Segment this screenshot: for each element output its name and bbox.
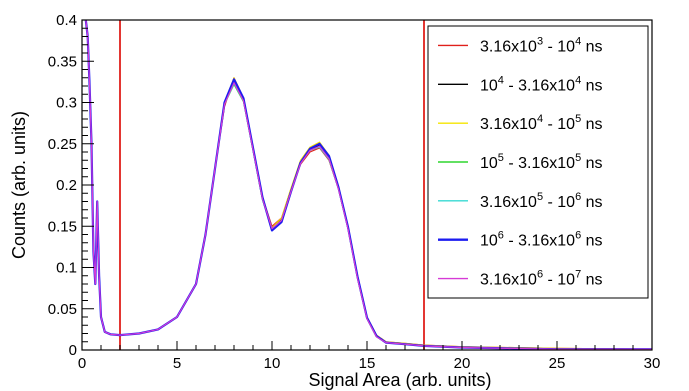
- legend-label-3: 3.16x104 - 105 ns: [480, 113, 603, 133]
- y-tick-label: 0.35: [48, 53, 77, 70]
- plot-area: [84, 20, 652, 350]
- legend-label-7: 3.16x106 - 107 ns: [480, 269, 603, 289]
- x-tick-label: 5: [173, 355, 181, 372]
- x-tick-label: 15: [359, 355, 376, 372]
- legend: 3.16x103 - 104 ns 104 - 3.16x104 ns 3.16x1…: [427, 25, 649, 299]
- legend-label-1: 3.16x103 - 104 ns: [480, 35, 603, 55]
- x-tick-label: 30: [644, 355, 661, 372]
- legend-label-4: 105 - 3.16x105 ns: [480, 152, 603, 172]
- x-axis-label: Signal Area (arb. units): [308, 370, 491, 390]
- y-tick-label: 0.25: [48, 136, 77, 153]
- legend-label-5: 3.16x105 - 106 ns: [480, 191, 603, 211]
- x-tick-label: 25: [549, 355, 566, 372]
- series-line-7: [85, 20, 652, 350]
- x-tick-label: 0: [78, 355, 86, 372]
- y-tick-label: 0.2: [56, 177, 77, 194]
- y-tick-label: 0: [69, 342, 77, 359]
- y-tick-label: 0.15: [48, 218, 77, 235]
- x-tick-label: 10: [264, 355, 281, 372]
- y-tick-label: 0.4: [56, 12, 77, 29]
- legend-label-2: 104 - 3.16x104 ns: [480, 74, 603, 94]
- axes: 0 5 10 15 20 25 30 0 0.05 0.1 0.15 0.2 0.25 0.3 0.35 0.…: [48, 12, 661, 372]
- y-tick-label: 0.3: [56, 95, 77, 112]
- y-tick-label: 0.05: [48, 301, 77, 318]
- y-axis-label: Counts (arb. units): [9, 111, 29, 259]
- x-tick-label: 20: [454, 355, 471, 372]
- y-tick-label: 0.1: [56, 260, 77, 277]
- legend-label-6: 106 - 3.16x106 ns: [480, 230, 603, 250]
